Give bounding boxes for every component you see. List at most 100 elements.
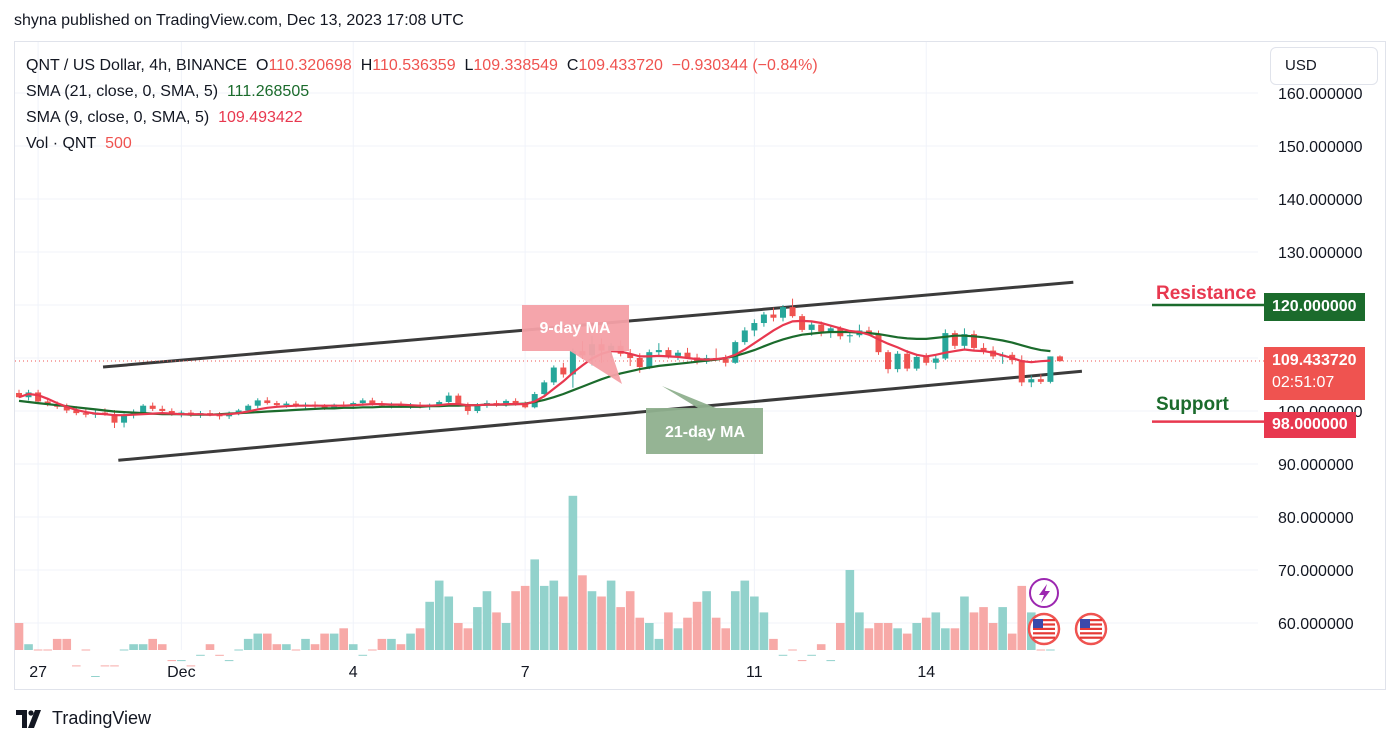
volume-bar	[501, 623, 511, 650]
candle-body	[1047, 356, 1054, 382]
legend-sma21-row: SMA (21, close, 0, SMA, 5) 111.268505	[26, 79, 818, 105]
candle-body	[942, 333, 949, 359]
candle-body	[674, 352, 681, 356]
volume-bar	[578, 575, 587, 650]
candle-body	[321, 406, 328, 408]
legend-high-value: 110.536359	[372, 57, 456, 74]
volume-bar	[91, 676, 100, 677]
volume-bar	[157, 644, 167, 650]
x-tick-label: 11	[746, 664, 763, 681]
volume-bar	[683, 617, 692, 650]
volume-bar	[979, 607, 988, 650]
tradingview-logo[interactable]: TradingView	[16, 708, 151, 729]
support-price-tag: 98.000000	[1264, 412, 1356, 438]
candle-body	[235, 410, 242, 414]
candle-body	[885, 352, 892, 370]
ma9-callout-bubble	[522, 305, 629, 384]
candle-body	[16, 392, 22, 398]
volume-bar	[549, 580, 559, 650]
currency-button[interactable]: USD	[1270, 47, 1378, 85]
x-tick-label: 14	[917, 664, 935, 681]
volume-bar	[434, 580, 444, 650]
legend-sma9-label[interactable]: SMA (9, close, 0, SMA, 5)	[26, 109, 210, 126]
volume-bar	[539, 585, 549, 650]
volume-bar	[778, 654, 788, 656]
candle-body	[684, 352, 691, 358]
volume-bar	[931, 612, 941, 650]
volume-bar	[998, 607, 1007, 650]
volume-bar	[406, 633, 415, 650]
candle-body	[780, 307, 786, 318]
volume-bar	[14, 623, 24, 650]
ma9-callout-text: 9-day MA	[539, 320, 611, 337]
volume-bar	[272, 644, 282, 650]
legend-close-value: 109.433720	[578, 57, 663, 74]
volume-bar	[329, 633, 339, 650]
y-tick-label: 140.000000	[1278, 192, 1363, 209]
volume-bar	[950, 628, 960, 650]
volume-bar	[673, 628, 683, 650]
ma9-callout: 9-day MA	[522, 305, 629, 384]
flag-stripe	[1080, 619, 1102, 622]
candle-body	[808, 324, 815, 330]
y-tick-label: 80.000000	[1278, 510, 1354, 527]
candle-body	[273, 403, 280, 406]
volume-bar	[759, 612, 769, 650]
volume-bar	[816, 644, 826, 650]
volume-bar	[730, 591, 740, 650]
ma21-callout: 21-day MA	[646, 386, 763, 454]
volume-bar	[492, 612, 501, 650]
volume-bar	[186, 665, 196, 667]
candle-body	[646, 352, 653, 368]
axis-layer: 160.000000 150.000000 140.000000 130.000000…	[29, 86, 1362, 681]
volume-bar	[72, 665, 81, 667]
candle-body	[245, 405, 252, 411]
volume-bar	[635, 617, 645, 650]
candle-body	[904, 353, 911, 369]
volume-bar	[368, 649, 377, 651]
candle-body	[436, 401, 443, 405]
candle-body	[846, 335, 853, 337]
tradingview-logo-icon	[16, 709, 41, 728]
legend-symbol[interactable]: QNT / US Dollar, 4h, BINANCE	[26, 57, 248, 74]
flag-stripe	[1080, 636, 1102, 639]
volume-bar	[511, 591, 520, 650]
volume-bar	[224, 660, 234, 662]
candle-body	[913, 356, 920, 369]
candle-body	[464, 404, 471, 411]
legend-sma9-row: SMA (9, close, 0, SMA, 5) 109.493422	[26, 105, 818, 131]
volume-bar	[291, 649, 301, 651]
us-flag-event-icon	[1074, 612, 1108, 646]
candle-body	[732, 342, 739, 363]
legend-sma21-label[interactable]: SMA (21, close, 0, SMA, 5)	[26, 83, 219, 100]
candle-body	[760, 314, 767, 324]
flag-stripe	[1033, 623, 1055, 626]
candle-body	[140, 405, 147, 413]
volume-bar	[1017, 585, 1027, 650]
volume-bar	[167, 660, 177, 662]
volume-bar	[788, 649, 797, 651]
published-line: shyna published on TradingView.com, Dec …	[14, 12, 464, 29]
candle-body	[121, 415, 128, 423]
legend-volume-label[interactable]: Vol · QNT	[26, 135, 97, 152]
legend-sma9-value: 109.493422	[218, 109, 303, 126]
volume-bar	[711, 617, 721, 650]
volume-bar	[52, 638, 62, 650]
candle-body	[369, 400, 376, 404]
candle-body	[961, 334, 968, 346]
volume-bar	[119, 649, 129, 651]
volume-bar	[606, 580, 616, 650]
volume-bar	[234, 649, 243, 651]
candle-body	[655, 350, 662, 353]
volume-bar	[520, 585, 530, 650]
volume-bar	[864, 628, 874, 650]
volume-layer	[14, 495, 1055, 677]
volume-bar	[587, 591, 597, 650]
volume-bar	[1036, 649, 1046, 651]
volume-bar	[43, 649, 52, 651]
candle-body	[254, 400, 261, 406]
volume-bar	[301, 638, 310, 650]
volume-bar	[177, 660, 186, 662]
volume-bar	[941, 628, 950, 650]
